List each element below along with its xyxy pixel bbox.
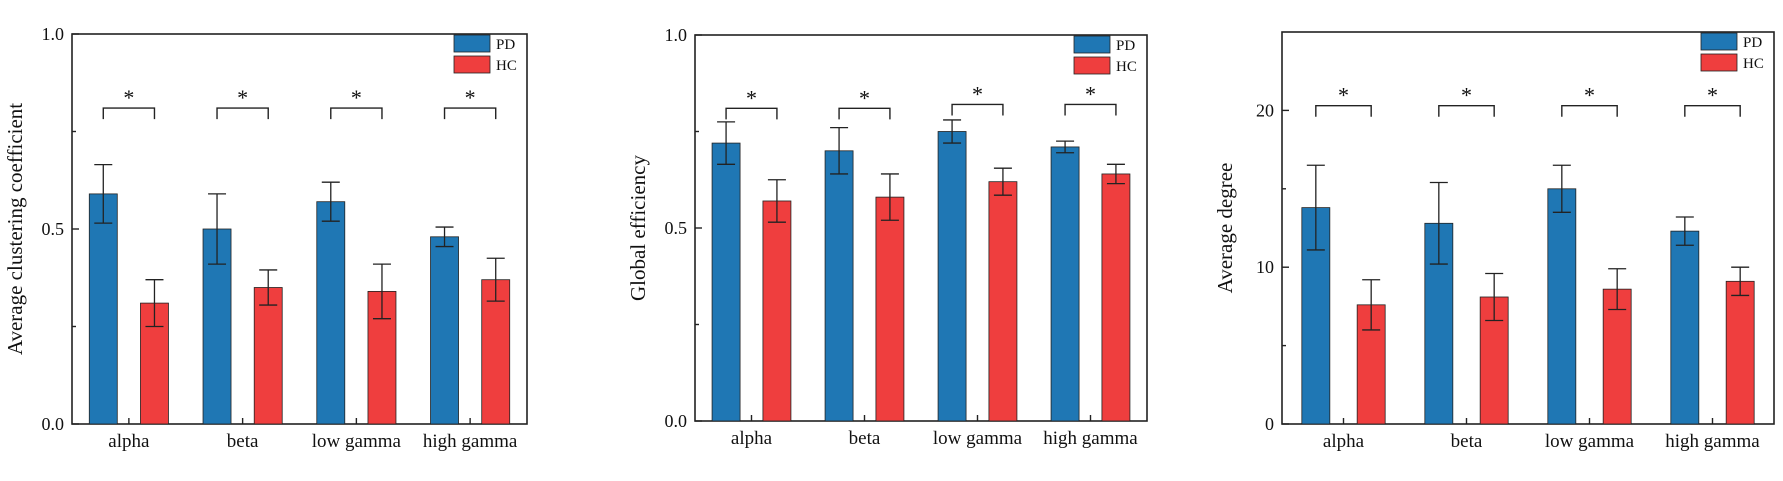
significance-bracket bbox=[1561, 104, 1618, 117]
significance-star: * bbox=[351, 85, 362, 110]
y-axis-label: Global efficiency bbox=[626, 155, 650, 301]
bar-hc-3 bbox=[481, 279, 511, 425]
significance-bracket bbox=[1684, 104, 1741, 117]
chart-panel-1: 0.0 0.5 1.0 alpha beta low gamma high gamma Ave… bbox=[3, 24, 528, 452]
plot-frame bbox=[1281, 31, 1775, 425]
bar-pd-2 bbox=[937, 131, 967, 422]
legend-swatch-pd bbox=[1700, 32, 1738, 51]
x-tick-label: low gamma bbox=[312, 431, 402, 452]
legend-label-hc: HC bbox=[496, 58, 517, 74]
y-tick-label: 0.5 bbox=[42, 219, 65, 239]
bar-pd-3 bbox=[1670, 230, 1700, 425]
significance-star: * bbox=[237, 85, 248, 110]
bar-pd-2 bbox=[316, 201, 346, 425]
legend-swatch-hc bbox=[453, 55, 491, 74]
legend-label-pd: PD bbox=[1743, 35, 1762, 51]
legend-label-pd: PD bbox=[496, 37, 515, 53]
bar-pd-0 bbox=[711, 142, 741, 422]
chart-panel-2: 0.0 0.5 1.0 alpha beta low gamma high gamma Glo… bbox=[626, 25, 1148, 449]
significance-star: * bbox=[1085, 81, 1096, 106]
chart-panel-3: 0 10 20 alpha beta low gamma high gamma Average… bbox=[1213, 31, 1775, 452]
significance-bracket bbox=[330, 107, 383, 120]
significance-star: * bbox=[1707, 83, 1718, 108]
y-tick-label: 1.0 bbox=[42, 24, 65, 44]
significance-bracket bbox=[1064, 103, 1117, 116]
significance-star: * bbox=[1461, 83, 1472, 108]
bar-hc-3 bbox=[1725, 280, 1755, 425]
legend: PD HC bbox=[1073, 35, 1137, 75]
significance-star: * bbox=[1584, 83, 1595, 108]
bar-pd-2 bbox=[1547, 188, 1577, 425]
x-tick-label: alpha bbox=[731, 428, 773, 449]
significance-bracket bbox=[216, 107, 269, 120]
x-tick-label: alpha bbox=[108, 431, 150, 452]
x-tick-label: low gamma bbox=[1545, 431, 1635, 452]
legend-label-hc: HC bbox=[1743, 56, 1764, 72]
bar-pd-3 bbox=[430, 236, 459, 425]
x-tick-label: beta bbox=[1451, 431, 1483, 452]
legend-swatch-hc bbox=[1700, 53, 1738, 72]
bar-pd-0 bbox=[88, 193, 118, 425]
x-tick-label: high gamma bbox=[1665, 431, 1760, 452]
y-axis-label: Average degree bbox=[1213, 163, 1237, 294]
bar-hc-1 bbox=[875, 196, 905, 422]
y-tick-label: 0 bbox=[1265, 414, 1274, 434]
x-tick-label: beta bbox=[227, 431, 259, 452]
y-tick-label: 0.0 bbox=[665, 411, 688, 431]
y-tick-label: 20 bbox=[1256, 100, 1274, 120]
legend: PD HC bbox=[1700, 32, 1764, 72]
x-tick-label: beta bbox=[849, 428, 881, 449]
significance-bracket bbox=[1438, 104, 1495, 117]
legend-label-pd: PD bbox=[1116, 38, 1135, 54]
bar-hc-1 bbox=[253, 287, 283, 425]
x-tick-label: high gamma bbox=[423, 431, 518, 452]
significance-star: * bbox=[465, 85, 476, 110]
x-tick-label: high gamma bbox=[1043, 428, 1138, 449]
significance-bracket bbox=[725, 107, 778, 120]
bar-hc-0 bbox=[762, 200, 792, 422]
bar-pd-3 bbox=[1050, 146, 1080, 422]
x-tick-label: alpha bbox=[1323, 431, 1365, 452]
significance-bracket bbox=[1315, 104, 1372, 117]
bar-pd-1 bbox=[824, 150, 854, 422]
legend-swatch-hc bbox=[1073, 56, 1111, 75]
x-tick-label: low gamma bbox=[933, 428, 1023, 449]
significance-star: * bbox=[746, 85, 757, 110]
legend: PD HC bbox=[453, 34, 517, 74]
significance-star: * bbox=[972, 81, 983, 106]
significance-bracket bbox=[443, 107, 497, 120]
significance-star: * bbox=[1338, 83, 1349, 108]
bar-hc-3 bbox=[1101, 173, 1131, 422]
y-tick-label: 0.0 bbox=[42, 414, 65, 434]
y-tick-label: 10 bbox=[1256, 257, 1274, 277]
legend-swatch-pd bbox=[1073, 35, 1111, 54]
legend-label-hc: HC bbox=[1116, 59, 1137, 75]
legend-swatch-pd bbox=[453, 34, 491, 53]
significance-bracket bbox=[102, 107, 156, 120]
y-tick-label: 1.0 bbox=[665, 25, 688, 45]
significance-bracket bbox=[951, 103, 1004, 116]
significance-star: * bbox=[859, 85, 870, 110]
y-axis-label: Average clustering coefficient bbox=[3, 103, 27, 355]
bar-hc-2 bbox=[988, 181, 1018, 422]
significance-bracket bbox=[838, 107, 891, 120]
y-tick-label: 0.5 bbox=[665, 218, 688, 238]
significance-star: * bbox=[123, 85, 134, 110]
